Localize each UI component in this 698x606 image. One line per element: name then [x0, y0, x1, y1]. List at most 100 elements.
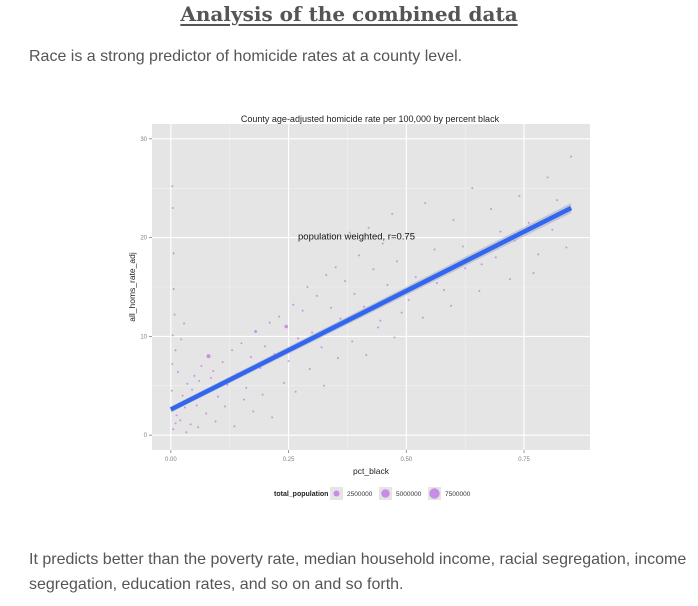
- data-point: [570, 155, 573, 158]
- data-point: [170, 389, 173, 392]
- x-tick-label: 0.50: [400, 457, 412, 463]
- data-point: [337, 357, 340, 360]
- data-point: [254, 329, 258, 333]
- x-axis-ticks: 0.00 0.25 0.50 0.75: [165, 450, 531, 463]
- data-point: [358, 254, 361, 257]
- data-point: [301, 309, 304, 312]
- data-point: [181, 394, 184, 397]
- data-point: [200, 365, 203, 368]
- data-point: [284, 324, 289, 329]
- data-point: [433, 248, 436, 251]
- data-point: [400, 311, 403, 314]
- data-point: [395, 260, 398, 263]
- legend-label: 7500000: [445, 491, 471, 498]
- data-point: [339, 317, 342, 320]
- y-tick-label: 0: [144, 433, 148, 439]
- x-tick-label: 0.25: [283, 457, 295, 463]
- data-point: [245, 386, 248, 389]
- data-point: [464, 267, 467, 270]
- data-point: [353, 292, 356, 295]
- y-tick-label: 20: [140, 236, 147, 242]
- fit-line-group: [169, 202, 573, 413]
- intro-paragraph: Race is a strong predictor of homicide r…: [29, 48, 463, 65]
- data-point: [264, 345, 267, 348]
- data-point: [565, 246, 568, 249]
- data-point: [242, 398, 245, 401]
- data-point: [183, 406, 186, 409]
- data-point: [424, 202, 427, 205]
- data-point: [377, 326, 380, 329]
- data-point: [197, 426, 200, 429]
- data-point: [271, 416, 274, 419]
- grid-lines: [152, 124, 590, 450]
- data-point: [231, 349, 234, 352]
- data-point: [315, 294, 318, 297]
- data-point: [518, 195, 521, 198]
- data-point: [351, 340, 354, 343]
- data-point: [191, 388, 194, 391]
- data-point: [386, 284, 389, 287]
- data-point: [240, 342, 243, 345]
- data-points: [170, 155, 573, 434]
- conclusion-paragraph: It predicts better than the poverty rate…: [29, 551, 687, 593]
- data-point: [452, 218, 455, 221]
- data-point: [195, 404, 198, 407]
- fit-line: [169, 205, 573, 412]
- data-point: [198, 379, 201, 382]
- data-point: [435, 282, 438, 285]
- data-point: [391, 212, 394, 215]
- data-point: [212, 369, 215, 372]
- legend-label: 2500000: [347, 491, 373, 498]
- data-point: [261, 393, 264, 396]
- data-point: [224, 405, 226, 408]
- data-point: [282, 381, 285, 384]
- data-point: [443, 288, 445, 291]
- legend-marker: [333, 490, 340, 497]
- data-point: [175, 414, 178, 417]
- data-point: [546, 176, 549, 179]
- data-point: [183, 322, 186, 325]
- legend: total_population 2500000 5000000 7500000: [274, 487, 471, 500]
- data-point: [499, 230, 502, 233]
- data-point: [334, 266, 337, 269]
- legend-marker: [381, 489, 390, 498]
- data-point: [172, 252, 175, 255]
- data-point: [278, 315, 281, 318]
- data-point: [362, 305, 365, 308]
- data-point: [348, 231, 351, 234]
- data-point: [174, 349, 177, 352]
- data-point: [292, 303, 295, 306]
- data-point: [414, 276, 417, 279]
- y-tick-label: 30: [140, 137, 147, 143]
- y-axis-ticks: 0 10 20 30: [140, 137, 152, 439]
- data-point: [421, 316, 424, 319]
- data-point: [294, 390, 297, 393]
- data-point: [172, 287, 175, 290]
- data-point: [268, 321, 271, 324]
- data-point: [461, 245, 464, 248]
- data-point: [249, 356, 252, 359]
- legend-label: 5000000: [396, 491, 422, 498]
- y-axis-label: all_homs_rate_adj: [127, 252, 137, 322]
- data-point: [209, 376, 212, 379]
- legend-marker: [429, 488, 440, 499]
- data-point: [322, 384, 325, 387]
- data-point: [252, 410, 255, 413]
- legend-title: total_population: [274, 491, 328, 498]
- data-point: [367, 226, 370, 229]
- data-point: [171, 185, 174, 188]
- data-point: [471, 187, 474, 190]
- data-point: [206, 354, 211, 359]
- data-point: [306, 286, 309, 288]
- y-tick-label: 10: [140, 334, 147, 340]
- data-point: [189, 423, 192, 426]
- data-point: [180, 338, 183, 341]
- data-point: [171, 206, 174, 209]
- data-point: [214, 420, 217, 423]
- data-point: [556, 199, 559, 202]
- data-point: [344, 280, 347, 283]
- x-tick-label: 0.75: [518, 457, 530, 463]
- data-point: [490, 207, 493, 210]
- data-point: [405, 235, 408, 238]
